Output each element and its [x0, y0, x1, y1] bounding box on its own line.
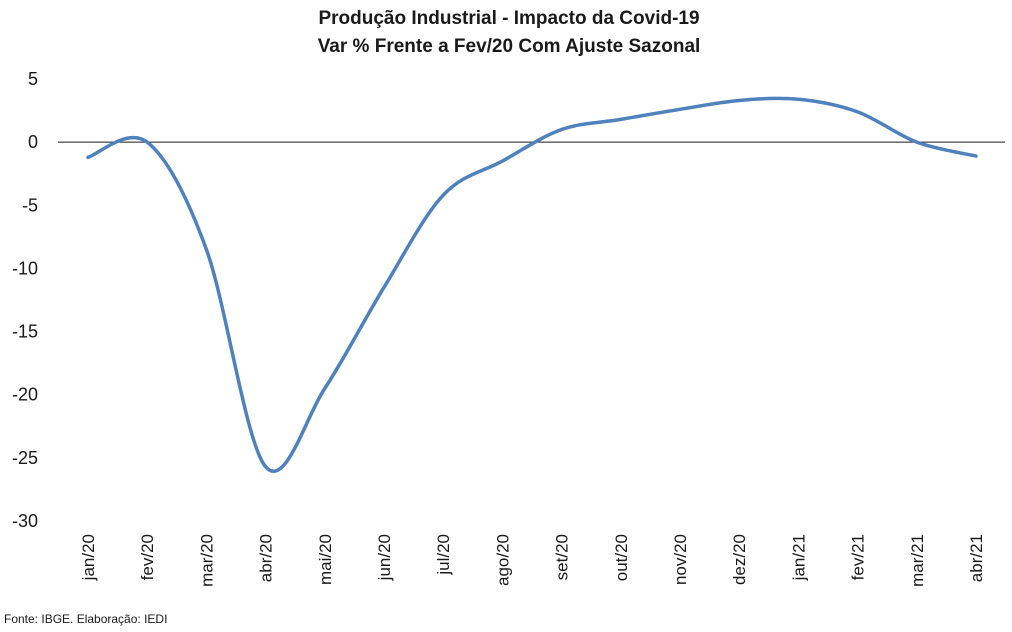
- data-point: [382, 285, 386, 289]
- data-point: [323, 386, 327, 390]
- data-point: [560, 128, 564, 132]
- x-tick-label: jan/20: [79, 534, 98, 581]
- x-tick-label: mar/21: [908, 534, 927, 587]
- x-tick-label: jul/20: [434, 534, 453, 576]
- x-tick-label: nov/20: [671, 534, 690, 585]
- x-tick-label: mai/20: [316, 534, 335, 585]
- y-tick-label: -10: [12, 258, 38, 278]
- y-tick-label: 0: [28, 132, 38, 152]
- data-point: [86, 155, 90, 159]
- y-tick-label: -30: [12, 511, 38, 531]
- x-tick-label: fev/20: [138, 534, 157, 580]
- source-note: Fonte: IBGE. Elaboração: IEDI: [4, 612, 168, 626]
- plot-area: [58, 96, 1005, 473]
- data-point: [915, 140, 919, 144]
- x-tick-label: set/20: [553, 534, 572, 580]
- x-tick-label: mar/20: [197, 534, 216, 587]
- y-tick-label: -5: [22, 195, 38, 215]
- x-tick-label: abr/21: [967, 534, 986, 582]
- data-point: [619, 117, 623, 121]
- data-point: [204, 247, 208, 251]
- series-line: [86, 96, 978, 473]
- x-tick-label: dez/20: [730, 534, 749, 585]
- data-point: [441, 193, 445, 197]
- y-tick-label: -15: [12, 322, 38, 342]
- data-point: [796, 97, 800, 101]
- y-tick-label: 5: [28, 69, 38, 89]
- x-tick-label: fev/21: [849, 534, 868, 580]
- data-point: [264, 465, 268, 469]
- y-axis-ticks: 5 0 -5 -10 -15 -20 -25 -30: [12, 69, 38, 531]
- data-point: [145, 140, 149, 144]
- y-tick-label: -25: [12, 448, 38, 468]
- x-tick-label: abr/20: [257, 534, 276, 582]
- data-point: [974, 154, 978, 158]
- x-tick-label: ago/20: [493, 534, 512, 586]
- chart-subtitle: Var % Frente a Fev/20 Com Ajuste Sazonal: [318, 36, 701, 57]
- data-point: [500, 159, 504, 163]
- chart-title: Produção Industrial - Impacto da Covid-1…: [318, 8, 699, 29]
- line-chart: Produção Industrial - Impacto da Covid-1…: [12, 8, 1005, 587]
- x-tick-label: jan/21: [789, 534, 808, 581]
- y-tick-label: -20: [12, 385, 38, 405]
- x-tick-label: out/20: [612, 534, 631, 581]
- data-point: [678, 107, 682, 111]
- data-point: [856, 110, 860, 114]
- x-axis-ticks: jan/20 fev/20 mar/20 abr/20 mai/20 jun/20 jul/…: [79, 534, 986, 587]
- x-tick-label: jun/20: [375, 534, 394, 581]
- data-point: [737, 98, 741, 102]
